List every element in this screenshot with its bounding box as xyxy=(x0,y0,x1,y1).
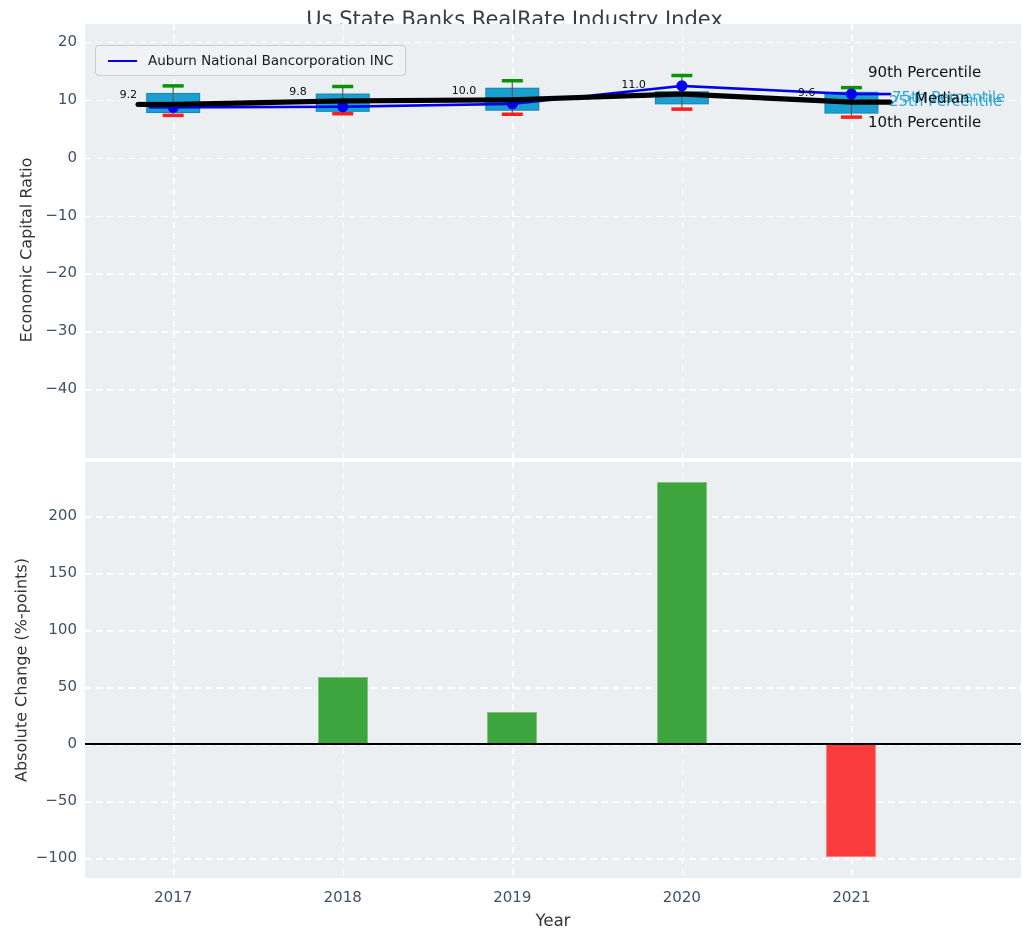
median-value-label: 11.0 xyxy=(621,78,646,92)
y-tick-label: −40 xyxy=(45,379,77,398)
bottom-axes xyxy=(85,462,1021,878)
gridline-h xyxy=(85,630,1021,632)
median-value-label: 9.2 xyxy=(119,88,138,102)
gridline-h xyxy=(85,516,1021,518)
gridline-v xyxy=(851,462,853,878)
legend-label: Auburn National Bancorporation INC xyxy=(148,52,394,69)
gridline-v xyxy=(173,24,175,458)
y-tick-label: 0 xyxy=(67,147,77,166)
y-tick-label: −100 xyxy=(35,848,77,867)
gridline-h xyxy=(85,573,1021,575)
annotation-90th-percentile: 90th Percentile xyxy=(868,63,982,81)
annotation-10th-percentile: 10th Percentile xyxy=(868,113,982,131)
y-tick-label: −30 xyxy=(45,321,77,340)
y-tick-label: 150 xyxy=(48,563,77,582)
y-axis-label-top: Economic Capital Ratio xyxy=(16,157,36,343)
x-tick-label: 2020 xyxy=(662,888,701,906)
x-tick-label: 2017 xyxy=(154,888,193,906)
y-tick-label: 100 xyxy=(48,620,77,639)
bar-negative xyxy=(826,744,877,857)
legend: Auburn National Bancorporation INC xyxy=(95,45,407,76)
x-axis-label: Year xyxy=(535,911,571,930)
gridline-h xyxy=(85,858,1021,860)
zero-line xyxy=(85,743,1021,746)
gridline-v xyxy=(173,462,175,878)
y-tick-label: 10 xyxy=(57,89,77,108)
median-value-label: 10.0 xyxy=(451,83,477,97)
y-tick-label: 200 xyxy=(48,506,77,525)
y-tick-label: 20 xyxy=(57,31,77,50)
gridline-h xyxy=(85,389,1021,391)
y-tick-label: −50 xyxy=(45,791,77,810)
gridline-h xyxy=(85,99,1021,102)
gridline-h xyxy=(85,215,1021,218)
bar-positive xyxy=(317,676,368,745)
gridline-h xyxy=(85,687,1021,689)
median-value-label: 9.6 xyxy=(797,86,816,100)
gridline-h xyxy=(85,801,1021,803)
gridline-v xyxy=(512,462,514,878)
x-tick-label: 2018 xyxy=(323,888,362,906)
y-tick-label: −10 xyxy=(45,205,77,224)
annotation-25th-percentile: 25th Percentile xyxy=(889,92,1003,110)
gridline-h xyxy=(85,331,1021,333)
y-tick-label: 50 xyxy=(57,677,77,696)
gridline-v xyxy=(512,24,514,458)
x-tick-label: 2019 xyxy=(493,888,532,906)
gridline-v xyxy=(681,24,684,458)
x-tick-label: 2021 xyxy=(832,888,871,906)
annotation-75th-percentile: 75th Percentile xyxy=(892,88,1006,106)
gridline-v xyxy=(851,24,853,458)
bar-positive xyxy=(487,712,538,745)
y-tick-label: −20 xyxy=(45,263,77,282)
gridline-h xyxy=(85,41,1021,44)
bar-positive xyxy=(656,481,707,745)
annotation-median: Median xyxy=(915,89,970,107)
gridline-v xyxy=(342,462,345,878)
legend-line-swatch xyxy=(108,59,137,62)
gridline-h xyxy=(85,157,1021,160)
gridline-v xyxy=(342,24,345,458)
gridline-h xyxy=(85,273,1021,275)
top-axes xyxy=(85,24,1021,458)
median-value-label: 9.8 xyxy=(289,84,307,98)
y-tick-label: 0 xyxy=(67,734,77,753)
